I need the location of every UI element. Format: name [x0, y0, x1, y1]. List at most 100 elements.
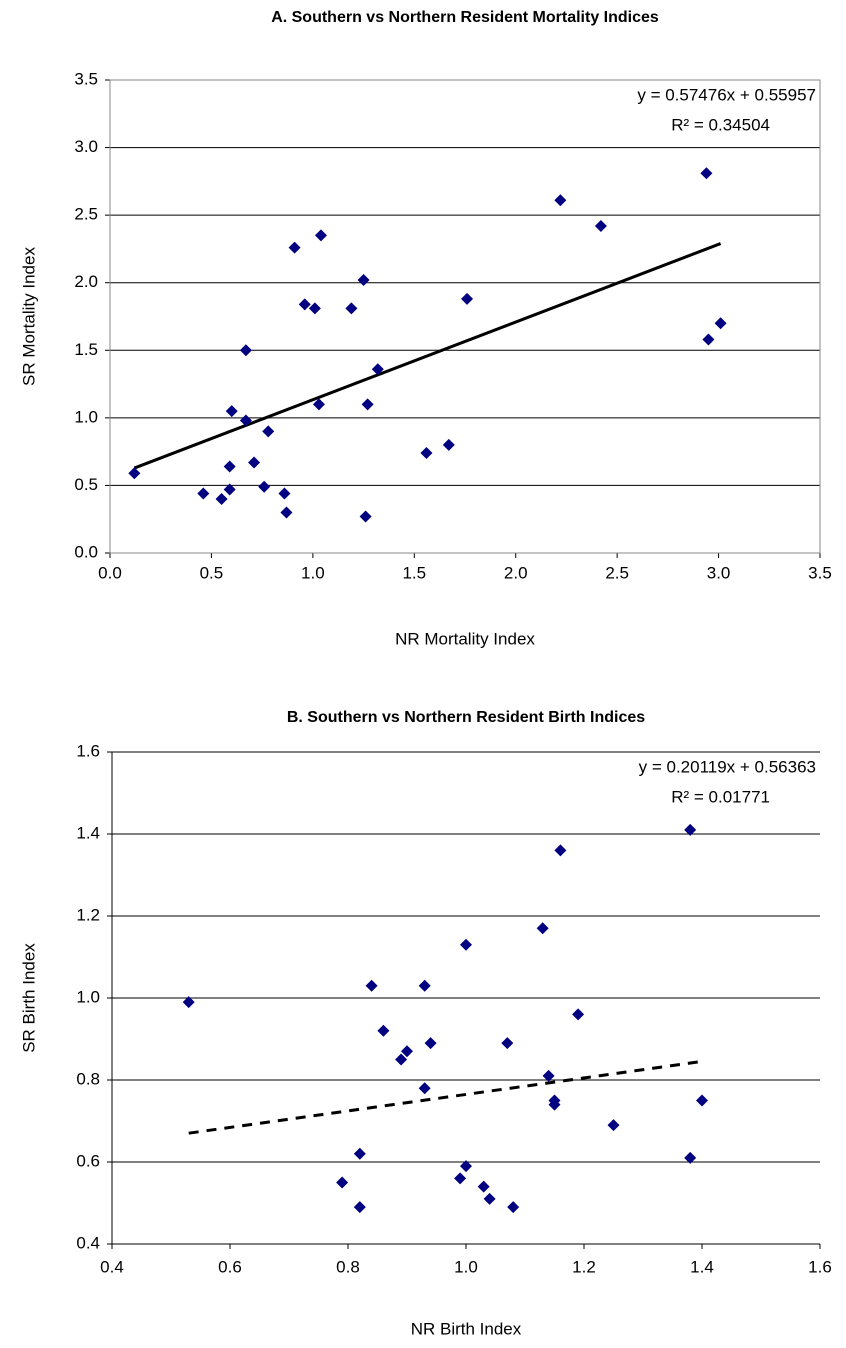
point [684, 823, 697, 836]
x-tick-label: 1.0 [454, 1257, 478, 1276]
point [594, 219, 607, 232]
x-tick-label: 1.2 [572, 1257, 596, 1276]
point [215, 492, 228, 505]
point [418, 979, 431, 992]
point [460, 1160, 472, 1173]
point [572, 1008, 585, 1021]
y-tick-label: 0.0 [74, 542, 98, 561]
x-tick-label: 0.0 [98, 563, 122, 582]
point [223, 483, 236, 496]
y-tick-label: 3.5 [74, 69, 98, 88]
y-tick-label: 1.5 [74, 340, 98, 359]
point [280, 506, 293, 519]
point [607, 1119, 620, 1132]
point [353, 1147, 366, 1160]
y-tick-label: 0.4 [76, 1233, 100, 1252]
y-tick-label: 1.2 [76, 905, 100, 924]
y-axis-title: SR Birth Index [19, 943, 38, 1053]
point [308, 302, 321, 315]
point [128, 467, 141, 480]
point [700, 167, 713, 180]
x-tick-label: 1.4 [690, 1257, 714, 1276]
point [377, 1024, 390, 1037]
point [442, 438, 455, 451]
plot-border [109, 79, 821, 554]
point [298, 298, 311, 311]
point [507, 1201, 520, 1214]
point [483, 1192, 496, 1205]
point [248, 456, 261, 469]
point [262, 425, 275, 438]
trendline [133, 242, 722, 470]
x-tick-label: 0.8 [336, 1257, 360, 1276]
point [501, 1037, 514, 1050]
point [288, 241, 301, 254]
point [542, 1069, 555, 1082]
point [258, 480, 271, 493]
x-tick-label: 1.0 [301, 563, 325, 582]
point [460, 938, 472, 951]
point [197, 487, 210, 500]
x-axis-title: NR Birth Index [411, 1319, 522, 1338]
y-tick-label: 0.5 [74, 475, 98, 494]
trend-equation: y = 0.20119x + 0.56363 [639, 757, 816, 776]
point [554, 194, 567, 207]
trendline [188, 1059, 703, 1135]
point [371, 363, 384, 376]
trend-r-squared: R² = 0.34504 [671, 115, 770, 134]
point [418, 1082, 431, 1095]
x-tick-label: 2.0 [504, 563, 528, 582]
point [714, 317, 727, 330]
point [223, 460, 236, 473]
point [239, 414, 252, 427]
y-axis-title: SR Mortality Index [19, 247, 38, 386]
point [225, 405, 238, 418]
point [424, 1037, 437, 1050]
point [336, 1176, 349, 1189]
y-tick-label: 1.0 [74, 407, 98, 426]
x-tick-label: 0.4 [100, 1257, 124, 1276]
x-tick-label: 3.5 [808, 563, 832, 582]
point [702, 333, 715, 346]
point [314, 229, 327, 242]
point [182, 996, 195, 1009]
point [359, 510, 372, 523]
chart-title: B. Southern vs Northern Resident Birth I… [287, 709, 645, 726]
point [239, 344, 252, 357]
point [278, 487, 291, 500]
x-tick-label: 0.5 [200, 563, 224, 582]
x-tick-label: 0.6 [218, 1257, 242, 1276]
point [361, 398, 374, 411]
x-tick-label: 2.5 [605, 563, 629, 582]
point [420, 446, 433, 459]
point [312, 398, 325, 411]
point [353, 1201, 366, 1214]
y-tick-label: 3.0 [74, 137, 98, 156]
x-tick-label: 3.0 [707, 563, 731, 582]
trend-r-squared: R² = 0.01771 [671, 787, 770, 806]
y-tick-label: 0.6 [76, 1151, 100, 1170]
point [365, 979, 378, 992]
y-tick-label: 1.0 [76, 987, 100, 1006]
point [554, 844, 567, 857]
y-tick-label: 2.5 [74, 205, 98, 224]
point [461, 292, 474, 305]
point [345, 302, 358, 315]
x-axis-title: NR Mortality Index [395, 629, 535, 648]
x-tick-label: 1.5 [402, 563, 426, 582]
point [477, 1180, 490, 1193]
y-tick-label: 1.6 [76, 741, 100, 760]
point [357, 274, 370, 287]
point [395, 1053, 408, 1066]
point [536, 922, 549, 935]
point [454, 1172, 467, 1185]
point [684, 1151, 697, 1164]
y-tick-label: 0.8 [76, 1069, 100, 1088]
point [401, 1045, 413, 1058]
point [696, 1094, 708, 1107]
x-tick-label: 1.6 [808, 1257, 832, 1276]
y-tick-label: 1.4 [76, 823, 100, 842]
chart-title: A. Southern vs Northern Resident Mortali… [271, 9, 659, 26]
